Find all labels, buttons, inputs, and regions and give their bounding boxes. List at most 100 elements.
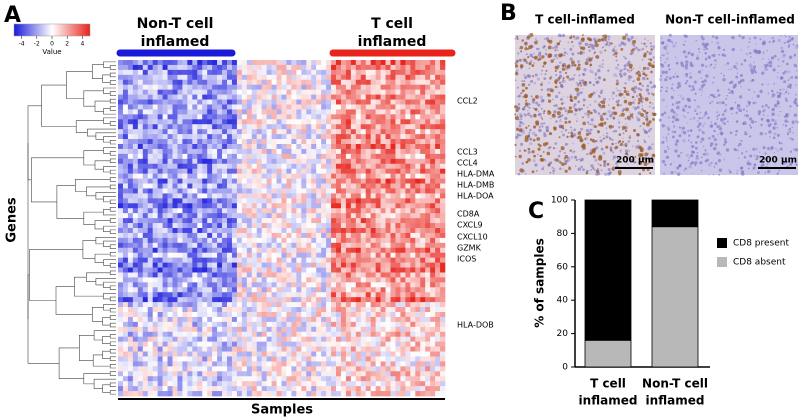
heatmap-cell bbox=[192, 149, 197, 154]
heatmap-cell bbox=[311, 332, 316, 337]
heatmap-cell bbox=[425, 381, 430, 386]
heatmap-cell bbox=[232, 119, 237, 124]
heatmap-cell bbox=[326, 238, 331, 243]
cell bbox=[555, 142, 558, 145]
heatmap-cell bbox=[286, 386, 291, 391]
heatmap-cell bbox=[282, 391, 287, 396]
cell bbox=[652, 143, 654, 145]
dendrogram-branch bbox=[103, 351, 111, 358]
heatmap-cell bbox=[326, 134, 331, 139]
heatmap-cell bbox=[222, 119, 227, 124]
heatmap-cell bbox=[415, 114, 420, 119]
heatmap-cell bbox=[123, 258, 128, 263]
heatmap-cell bbox=[242, 356, 247, 361]
heatmap-cell bbox=[267, 391, 272, 396]
heatmap-cell bbox=[227, 238, 232, 243]
heatmap-cell bbox=[415, 129, 420, 134]
heatmap-cell bbox=[346, 327, 351, 332]
heatmap-cell bbox=[440, 149, 445, 154]
heatmap-cell bbox=[291, 114, 296, 119]
heatmap-cell bbox=[410, 376, 415, 381]
heatmap-cell bbox=[351, 277, 356, 282]
heatmap-cell bbox=[242, 169, 247, 174]
heatmap-cell bbox=[202, 233, 207, 238]
heatmap-cell bbox=[187, 332, 192, 337]
heatmap-cell bbox=[301, 193, 306, 198]
heatmap-cell bbox=[351, 263, 356, 268]
heatmap-cell bbox=[435, 366, 440, 371]
heatmap-cell bbox=[262, 174, 267, 179]
cell bbox=[571, 77, 574, 80]
heatmap-cell bbox=[222, 381, 227, 386]
dendrogram-branch bbox=[110, 383, 116, 387]
heatmap-cell bbox=[376, 90, 381, 95]
heatmap-cell bbox=[346, 376, 351, 381]
heatmap-cell bbox=[158, 228, 163, 233]
heatmap-cell bbox=[296, 164, 301, 169]
heatmap-cell bbox=[232, 218, 237, 223]
heatmap-cell bbox=[400, 139, 405, 144]
heatmap-cell bbox=[153, 95, 158, 100]
heatmap-cell bbox=[267, 154, 272, 159]
heatmap-cell bbox=[217, 327, 222, 332]
heatmap-cell bbox=[262, 159, 267, 164]
heatmap-cell bbox=[123, 287, 128, 292]
heatmap-cell bbox=[376, 213, 381, 218]
heatmap-cell bbox=[192, 327, 197, 332]
heatmap-cell bbox=[282, 119, 287, 124]
heatmap-cell bbox=[232, 347, 237, 352]
heatmap-cell bbox=[405, 119, 410, 124]
heatmap-cell bbox=[242, 124, 247, 129]
heatmap-cell bbox=[207, 332, 212, 337]
heatmap-cell bbox=[187, 391, 192, 396]
heatmap-cell bbox=[242, 85, 247, 90]
heatmap-cell bbox=[143, 302, 148, 307]
heatmap-cell bbox=[192, 100, 197, 105]
heatmap-cell bbox=[182, 381, 187, 386]
heatmap-cell bbox=[182, 164, 187, 169]
heatmap-cell bbox=[351, 114, 356, 119]
heatmap-cell bbox=[440, 119, 445, 124]
heatmap-cell bbox=[123, 263, 128, 268]
heatmap-cell bbox=[415, 253, 420, 258]
heatmap-cell bbox=[291, 60, 296, 65]
heatmap-cell bbox=[376, 361, 381, 366]
heatmap-cell bbox=[202, 144, 207, 149]
heatmap-cell bbox=[242, 208, 247, 213]
heatmap-cell bbox=[182, 238, 187, 243]
heatmap-cell bbox=[435, 322, 440, 327]
heatmap-cell bbox=[143, 292, 148, 297]
heatmap-cell bbox=[187, 263, 192, 268]
heatmap-cell bbox=[192, 75, 197, 80]
heatmap-cell bbox=[306, 169, 311, 174]
heatmap-cell bbox=[435, 376, 440, 381]
heatmap-cell bbox=[301, 154, 306, 159]
heatmap-cell bbox=[148, 386, 153, 391]
heatmap-cell bbox=[217, 193, 222, 198]
heatmap-cell bbox=[158, 376, 163, 381]
heatmap-cell bbox=[207, 188, 212, 193]
heatmap-cell bbox=[301, 184, 306, 189]
heatmap-cell bbox=[351, 238, 356, 243]
heatmap-cell bbox=[291, 134, 296, 139]
heatmap-cell bbox=[118, 159, 123, 164]
heatmap-cell bbox=[272, 371, 277, 376]
heatmap-cell bbox=[272, 144, 277, 149]
heatmap-cell bbox=[400, 218, 405, 223]
heatmap-cell bbox=[257, 174, 262, 179]
heatmap-cell bbox=[173, 124, 178, 129]
cell bbox=[651, 86, 653, 88]
heatmap-cell bbox=[153, 327, 158, 332]
heatmap-cell bbox=[262, 198, 267, 203]
heatmap-cell bbox=[247, 174, 252, 179]
heatmap-cell bbox=[301, 263, 306, 268]
heatmap-cell bbox=[405, 277, 410, 282]
heatmap-cell bbox=[138, 70, 143, 75]
heatmap-cell bbox=[425, 238, 430, 243]
cell bbox=[649, 131, 650, 132]
heatmap-cell bbox=[296, 75, 301, 80]
heatmap-cell bbox=[277, 154, 282, 159]
heatmap-cell bbox=[400, 70, 405, 75]
heatmap-cell bbox=[217, 159, 222, 164]
heatmap-cell bbox=[267, 277, 272, 282]
